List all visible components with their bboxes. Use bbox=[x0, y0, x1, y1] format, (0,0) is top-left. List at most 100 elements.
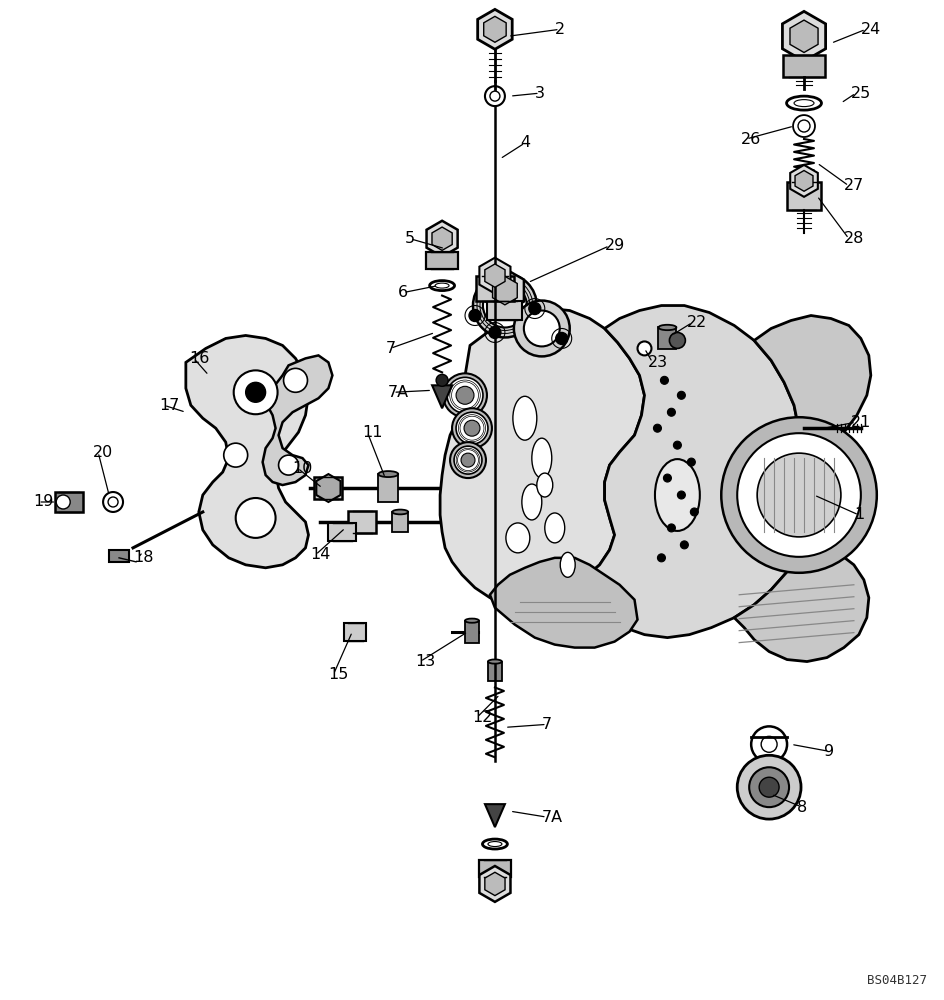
Ellipse shape bbox=[393, 510, 408, 514]
Circle shape bbox=[524, 311, 560, 346]
Text: 23: 23 bbox=[648, 355, 667, 370]
Text: 8: 8 bbox=[797, 800, 807, 815]
Text: 27: 27 bbox=[844, 178, 864, 193]
Circle shape bbox=[661, 376, 668, 384]
Bar bbox=[786, 182, 821, 210]
Bar bbox=[348, 511, 377, 533]
Text: 12: 12 bbox=[472, 710, 493, 725]
Circle shape bbox=[737, 755, 801, 819]
Bar bbox=[426, 252, 458, 269]
Polygon shape bbox=[432, 385, 452, 408]
Ellipse shape bbox=[522, 484, 542, 520]
Ellipse shape bbox=[379, 471, 398, 477]
Circle shape bbox=[452, 408, 492, 448]
Text: 29: 29 bbox=[604, 238, 625, 253]
Circle shape bbox=[653, 424, 662, 432]
Text: 22: 22 bbox=[687, 315, 708, 330]
Ellipse shape bbox=[513, 396, 537, 440]
Ellipse shape bbox=[545, 513, 565, 543]
Ellipse shape bbox=[655, 459, 700, 531]
Text: BS04B127: BS04B127 bbox=[867, 974, 927, 987]
Polygon shape bbox=[480, 866, 511, 902]
Circle shape bbox=[456, 412, 488, 444]
Circle shape bbox=[483, 284, 527, 327]
Circle shape bbox=[737, 433, 861, 557]
Polygon shape bbox=[478, 9, 513, 49]
Circle shape bbox=[473, 274, 537, 337]
Polygon shape bbox=[186, 335, 309, 568]
Circle shape bbox=[489, 326, 501, 338]
Ellipse shape bbox=[786, 96, 821, 110]
Bar bbox=[345, 623, 366, 641]
Circle shape bbox=[514, 301, 570, 356]
Circle shape bbox=[461, 453, 475, 467]
Ellipse shape bbox=[531, 438, 551, 478]
Text: 15: 15 bbox=[329, 667, 348, 682]
Text: 13: 13 bbox=[415, 654, 435, 669]
Text: 7: 7 bbox=[385, 341, 396, 356]
Bar bbox=[659, 327, 677, 349]
Circle shape bbox=[751, 726, 787, 762]
Polygon shape bbox=[734, 316, 870, 662]
Bar bbox=[56, 492, 83, 512]
Polygon shape bbox=[493, 276, 517, 305]
Text: 20: 20 bbox=[93, 445, 113, 460]
Circle shape bbox=[678, 491, 685, 499]
Polygon shape bbox=[485, 264, 505, 287]
Circle shape bbox=[245, 382, 265, 402]
Circle shape bbox=[278, 455, 298, 475]
Circle shape bbox=[669, 332, 685, 348]
Text: 7A: 7A bbox=[388, 385, 410, 400]
Polygon shape bbox=[795, 171, 813, 191]
Circle shape bbox=[236, 498, 276, 538]
Text: 26: 26 bbox=[741, 132, 762, 147]
Bar bbox=[784, 55, 825, 77]
Text: 21: 21 bbox=[851, 415, 871, 430]
Text: 16: 16 bbox=[189, 351, 210, 366]
Circle shape bbox=[750, 767, 789, 807]
Ellipse shape bbox=[560, 552, 575, 577]
Text: 1: 1 bbox=[854, 507, 864, 522]
Text: 25: 25 bbox=[851, 86, 871, 101]
Text: 24: 24 bbox=[861, 22, 881, 37]
Bar bbox=[393, 512, 408, 532]
Circle shape bbox=[798, 120, 810, 132]
Circle shape bbox=[469, 310, 481, 321]
Circle shape bbox=[681, 541, 688, 549]
Bar bbox=[110, 550, 129, 562]
Polygon shape bbox=[440, 309, 645, 608]
Circle shape bbox=[673, 441, 682, 449]
Polygon shape bbox=[480, 258, 511, 294]
Ellipse shape bbox=[537, 473, 553, 497]
Text: 28: 28 bbox=[844, 231, 865, 246]
Bar bbox=[379, 474, 398, 502]
Circle shape bbox=[721, 417, 877, 573]
Polygon shape bbox=[790, 20, 818, 52]
Circle shape bbox=[690, 508, 699, 516]
Ellipse shape bbox=[488, 659, 502, 664]
Circle shape bbox=[103, 492, 123, 512]
Polygon shape bbox=[262, 355, 332, 485]
Text: 17: 17 bbox=[159, 398, 179, 413]
Circle shape bbox=[759, 777, 779, 797]
Circle shape bbox=[224, 443, 247, 467]
Circle shape bbox=[757, 453, 841, 537]
Polygon shape bbox=[783, 11, 826, 61]
Polygon shape bbox=[485, 872, 505, 896]
Bar bbox=[465, 621, 479, 643]
Text: 19: 19 bbox=[33, 494, 54, 509]
Polygon shape bbox=[584, 306, 811, 638]
Circle shape bbox=[443, 373, 487, 417]
Text: 7: 7 bbox=[542, 717, 552, 732]
Circle shape bbox=[454, 446, 482, 474]
Circle shape bbox=[657, 554, 666, 562]
Text: 3: 3 bbox=[535, 86, 545, 101]
Polygon shape bbox=[483, 16, 506, 42]
Circle shape bbox=[108, 497, 118, 507]
Text: 5: 5 bbox=[405, 231, 415, 246]
Ellipse shape bbox=[659, 325, 677, 330]
Polygon shape bbox=[790, 165, 818, 197]
Bar bbox=[476, 276, 514, 301]
Circle shape bbox=[637, 341, 651, 355]
Circle shape bbox=[283, 368, 308, 392]
